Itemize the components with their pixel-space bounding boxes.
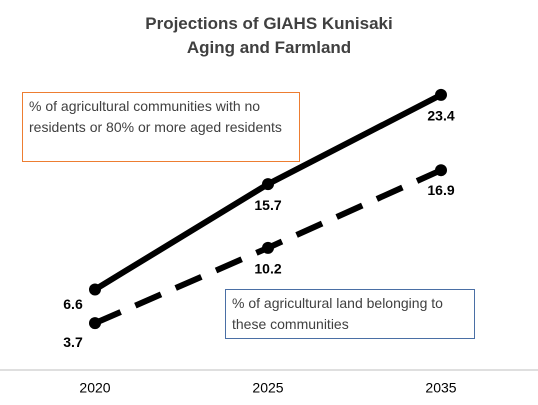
point [262, 178, 274, 191]
series-label-box: % of agricultural communities with no re… [22, 92, 300, 162]
data-label: 3.7 [63, 334, 83, 350]
series-label-box: % of agricultural land belonging to thes… [225, 289, 475, 339]
data-label: 10.2 [254, 261, 281, 277]
data-label: 23.4 [427, 108, 454, 124]
x-tick-label: 2025 [252, 380, 283, 396]
point [262, 241, 274, 254]
point [435, 88, 447, 101]
point [89, 283, 101, 296]
point [89, 317, 101, 330]
data-label: 16.9 [427, 182, 454, 198]
data-label: 6.6 [63, 296, 83, 312]
chart-title: Projections of GIAHS Kunisaki Aging and … [145, 14, 393, 57]
point [435, 164, 447, 177]
x-tick-label: 2035 [425, 380, 456, 396]
x-tick-label: 2020 [79, 380, 110, 396]
data-label: 15.7 [254, 197, 281, 213]
